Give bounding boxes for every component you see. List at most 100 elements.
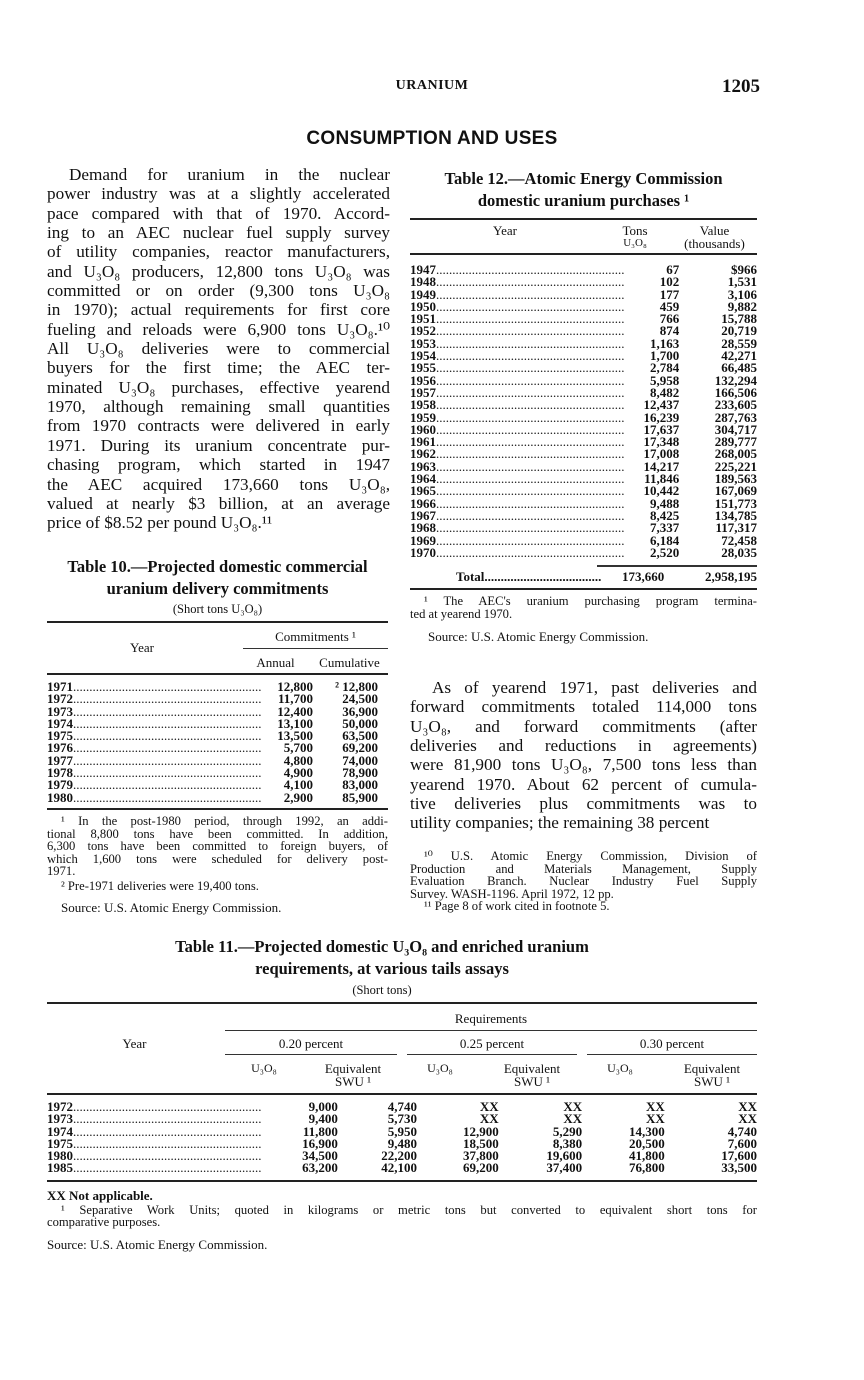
table-row: 1971....................................… (47, 679, 388, 694)
table-10-subtitle: (Short tons U₃O₈) (172, 602, 263, 616)
spacer-cell (378, 730, 388, 742)
value-cell: 4,900 (283, 765, 314, 781)
text-line: and U₃O₈ producers, 12,800 tons U₃O₈ was (47, 261, 390, 281)
value-cell: 1,531 (727, 274, 757, 290)
year-cell: 1963....................................… (410, 460, 625, 474)
rule (47, 673, 388, 675)
value-cell: ² 12,800 (335, 679, 379, 694)
table-row: 1965....................................… (410, 483, 757, 499)
value-cell: XX (645, 1111, 665, 1127)
title-line: requirements, at various tails assays (255, 959, 509, 978)
title-line: Table 12.—Atomic Energy Commission (444, 169, 723, 188)
col-swu-2: SWU ¹ (334, 1074, 372, 1089)
table-row: 1980....................................… (47, 1149, 757, 1162)
year-cell: 1975....................................… (47, 1137, 262, 1151)
year-cell: 1979....................................… (47, 779, 262, 792)
table-row: 1977....................................… (47, 754, 388, 767)
value-cell: 289,777 (714, 434, 757, 450)
value-cell: 63,200 (302, 1160, 338, 1176)
table-12-title: Table 12.—Atomic Energy Commission domes… (410, 168, 757, 212)
year-cell: 1953....................................… (410, 337, 625, 351)
year-cell: 1964....................................… (410, 473, 625, 486)
year-cell: 1972....................................… (47, 1101, 262, 1114)
spacer-cell (378, 718, 388, 730)
col-year: Year (493, 223, 517, 238)
value-cell: 11,846 (644, 471, 680, 487)
year-cell: 1970....................................… (410, 546, 625, 560)
text-line: yearend 1970. About 62 percent of cumula… (410, 774, 757, 794)
body-text-left: Demand for uranium in the nuclear power i… (47, 165, 390, 533)
value-cell: 2,784 (649, 360, 680, 376)
year-cell: 1960....................................… (410, 423, 625, 437)
year-cell: 1952....................................… (410, 325, 625, 338)
col-value: Value (thousands) (672, 224, 757, 250)
col-assay-025: 0.25 percent (459, 1036, 525, 1051)
text-line: comparative purposes. (47, 1215, 161, 1230)
year-cell: 1973....................................… (47, 705, 262, 718)
value-cell: 5,700 (283, 740, 314, 756)
table-10: Table 10.—Projected domestic commercial … (47, 556, 388, 916)
text-line: ted at yearend 1970. (410, 607, 513, 622)
value-cell: 4,740 (727, 1123, 757, 1139)
text-line: valued at nearly $3 billion, at an avera… (47, 493, 390, 513)
spacer-cell (378, 779, 388, 791)
value-cell: 37,400 (546, 1160, 583, 1176)
value-cell: 16,900 (302, 1135, 338, 1151)
rule (225, 1030, 757, 1031)
spacer-cell (378, 706, 388, 718)
value-cell: 9,882 (727, 298, 757, 314)
value-cell: 5,730 (387, 1111, 417, 1127)
year-cell: 1967....................................… (410, 509, 625, 523)
table-row: 1953....................................… (410, 335, 757, 351)
value-cell: 12,400 (277, 703, 314, 719)
col-value-2: (thousands) (684, 236, 745, 251)
table-11-source: Source: U.S. Atomic Energy Commission. (47, 1236, 268, 1252)
year-cell: 1961....................................… (410, 436, 625, 449)
col-year: Year (122, 1036, 147, 1051)
table-row: 1958....................................… (410, 398, 757, 411)
year-cell: 1975....................................… (47, 730, 262, 743)
value-cell: 268,005 (714, 446, 757, 462)
title-line: Table 10.—Projected domestic commercial (67, 557, 368, 576)
text-line: utility companies; the remaining 38 perc… (410, 813, 710, 833)
table-header: Year Tons U₃O₈ Value (thousands) (410, 220, 757, 250)
table-row: 1954....................................… (410, 349, 757, 363)
value-cell: 4,740 (387, 1099, 417, 1114)
spacer-cell (378, 681, 388, 693)
value-cell: XX (479, 1099, 499, 1114)
value-cell: 67 (666, 262, 680, 277)
value-cell: 2,520 (649, 544, 680, 560)
value-cell: 28,559 (721, 335, 757, 351)
year-cell: 1954....................................… (410, 350, 625, 363)
text-line: 1970, although remaining small quantitie… (47, 397, 390, 417)
col-swu-1: Equivalent (683, 1061, 741, 1076)
value-cell: 63,500 (342, 728, 379, 744)
value-cell: 177 (659, 286, 680, 302)
table-11-title: Table 11.—Projected domestic U₃O₈ and en… (47, 936, 757, 980)
value-cell: XX (563, 1099, 583, 1114)
value-cell: 4,100 (283, 777, 314, 793)
table-10-title: Table 10.—Projected domestic commercial … (47, 556, 388, 600)
spacer-cell (378, 767, 388, 779)
total-row: Total...................................… (410, 570, 757, 583)
table-row: 1967....................................… (410, 509, 757, 523)
value-cell: 83,000 (342, 777, 379, 793)
value-cell: 8,380 (552, 1135, 583, 1151)
year-cell: 1973....................................… (47, 1113, 262, 1126)
table-row: 1980....................................… (47, 791, 388, 804)
rule (47, 621, 388, 623)
table-row: 1973....................................… (47, 703, 388, 719)
year-cell: 1966....................................… (410, 497, 625, 510)
year-cell: 1985....................................… (47, 1162, 262, 1175)
year-cell: 1974....................................… (47, 1125, 262, 1138)
text-line: fueling and reloads were 6,900 tons U₃O₈… (47, 319, 390, 339)
col-tons: Tons U₃O₈ (610, 224, 660, 250)
text-line: forward commitments totaled 114,000 tons (410, 697, 757, 717)
value-cell: 10,442 (643, 483, 680, 499)
value-cell: 7,337 (649, 520, 680, 536)
col-tons-2: U₃O₈ (623, 237, 647, 249)
text-line: from 1970 contracts were delivered in ea… (47, 416, 390, 436)
table-row: 1955....................................… (410, 360, 757, 376)
value-cell: 15,788 (721, 311, 757, 327)
table-row: 1959....................................… (410, 410, 757, 424)
